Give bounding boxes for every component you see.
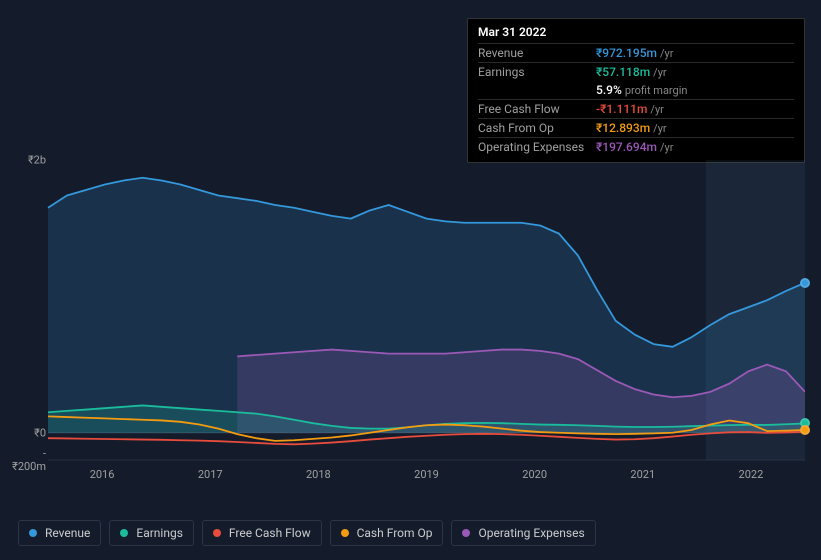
tooltip-row: Free Cash Flow-₹1.111m/yr [478, 99, 794, 118]
data-tooltip: Mar 31 2022 Revenue₹972.195m/yrEarnings₹… [467, 18, 805, 163]
x-axis-tick-label: 2020 [522, 468, 547, 481]
series-end-dot [800, 425, 810, 435]
legend-dot-icon [120, 529, 128, 537]
y-axis-tick-label: ₹2b [28, 154, 46, 167]
tooltip-row-value: ₹197.694m/yr [596, 140, 673, 154]
legend-dot-icon [341, 529, 349, 537]
legend-item[interactable]: Cash From Op [330, 520, 444, 546]
tooltip-row-label [478, 83, 596, 97]
x-axis-tick-label: 2021 [630, 468, 655, 481]
legend-item[interactable]: Revenue [18, 520, 101, 546]
series-end-dot [800, 278, 810, 288]
legend-label: Free Cash Flow [229, 526, 311, 540]
chart-svg[interactable] [18, 160, 805, 480]
legend-item[interactable]: Operating Expenses [451, 520, 595, 546]
x-axis-tick-label: 2017 [198, 468, 223, 481]
tooltip-row-label: Revenue [478, 46, 596, 60]
tooltip-row-value: ₹57.118m/yr [596, 65, 667, 79]
legend-dot-icon [213, 529, 221, 537]
x-axis-tick-label: 2018 [306, 468, 331, 481]
legend-dot-icon [462, 529, 470, 537]
tooltip-row: Cash From Op₹12.893m/yr [478, 118, 794, 137]
tooltip-row-value: 5.9%profit margin [596, 83, 688, 97]
legend-dot-icon [29, 529, 37, 537]
tooltip-date: Mar 31 2022 [478, 25, 794, 43]
tooltip-row: Operating Expenses₹197.694m/yr [478, 137, 794, 156]
legend-label: Earnings [136, 526, 183, 540]
series-line [48, 432, 805, 444]
legend-label: Operating Expenses [478, 526, 584, 540]
chart-area: ₹2b₹0-₹200m 2016201720182019202020212022 [18, 160, 805, 480]
y-axis-tick-label: ₹0 [34, 426, 46, 439]
tooltip-row-value: -₹1.111m/yr [596, 102, 664, 116]
legend-label: Revenue [45, 526, 90, 540]
tooltip-row-label: Operating Expenses [478, 140, 596, 154]
legend-item[interactable]: Free Cash Flow [202, 520, 322, 546]
tooltip-row-label: Earnings [478, 65, 596, 79]
tooltip-row: Earnings₹57.118m/yr [478, 62, 794, 81]
x-axis-tick-label: 2019 [414, 468, 439, 481]
legend-label: Cash From Op [357, 526, 433, 540]
tooltip-row: Revenue₹972.195m/yr [478, 43, 794, 62]
x-axis-tick-label: 2022 [739, 468, 764, 481]
tooltip-row: 5.9%profit margin [478, 81, 794, 99]
tooltip-row-label: Free Cash Flow [478, 102, 596, 116]
y-axis-tick-label: -₹200m [12, 447, 46, 473]
legend-item[interactable]: Earnings [109, 520, 194, 546]
legend: Revenue Earnings Free Cash Flow Cash From O… [18, 520, 596, 546]
tooltip-row-value: ₹12.893m/yr [596, 121, 667, 135]
x-axis-tick-label: 2016 [90, 468, 115, 481]
tooltip-row-value: ₹972.195m/yr [596, 46, 673, 60]
tooltip-row-label: Cash From Op [478, 121, 596, 135]
chart-container: Mar 31 2022 Revenue₹972.195m/yrEarnings₹… [0, 0, 821, 560]
